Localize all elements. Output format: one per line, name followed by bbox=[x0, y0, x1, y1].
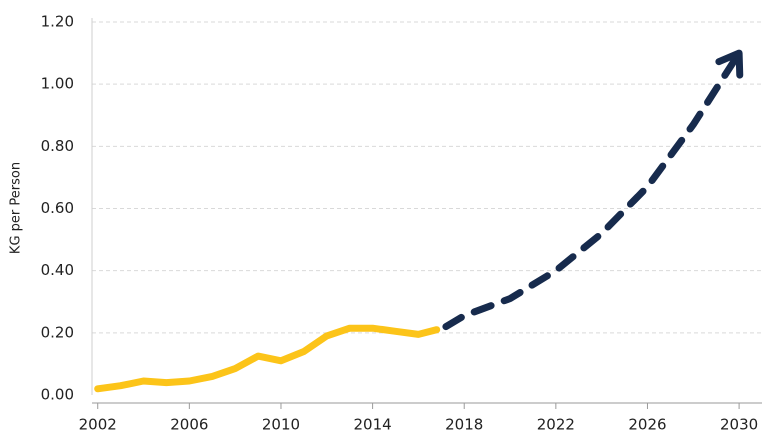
x-tick-label: 2030 bbox=[720, 416, 758, 433]
y-tick-label: 1.00 bbox=[41, 75, 74, 93]
x-tick-label: 2006 bbox=[170, 416, 208, 433]
x-tick-label: 2022 bbox=[537, 416, 575, 433]
y-tick-label: 1.20 bbox=[41, 13, 74, 31]
y-tick-label: 0.80 bbox=[41, 137, 74, 155]
y-tick-label: 0.60 bbox=[41, 199, 74, 217]
y-axis-label: KG per Person bbox=[9, 162, 24, 254]
line bbox=[442, 49, 743, 331]
x-tick-label: 2002 bbox=[79, 416, 117, 433]
y-tick-label: 0.00 bbox=[41, 386, 74, 404]
x-tick-label: 2026 bbox=[628, 416, 666, 433]
x-tick-label: 2010 bbox=[262, 416, 300, 433]
x-tick-label: 2014 bbox=[354, 416, 392, 433]
line bbox=[94, 324, 441, 393]
arrow-head bbox=[715, 49, 744, 79]
x-tick-label: 2018 bbox=[445, 416, 483, 433]
y-tick-label: 0.20 bbox=[41, 323, 74, 341]
y-tick-label: 0.40 bbox=[41, 261, 74, 279]
